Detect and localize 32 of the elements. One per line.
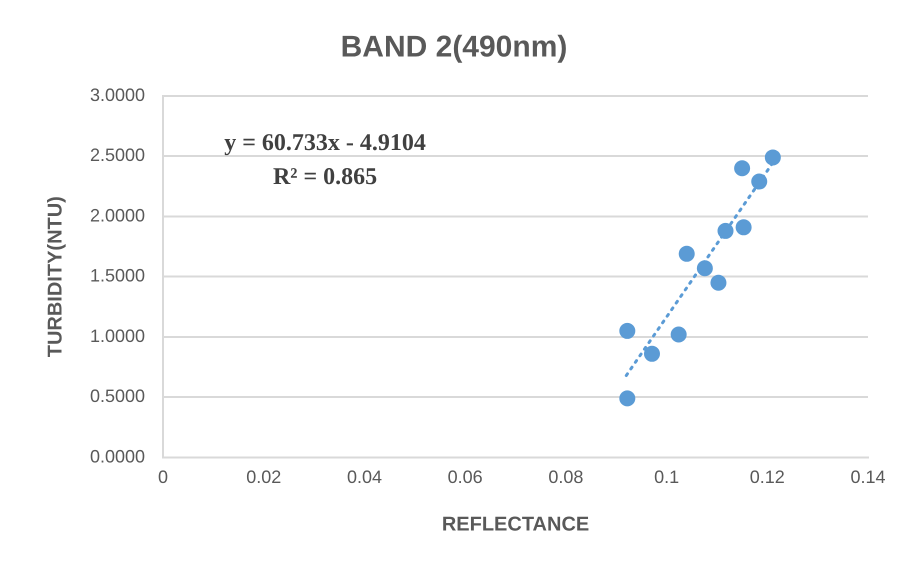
y-tick-label: 3.0000 [90,84,146,105]
point [670,326,687,343]
y-tick-label: 2.5000 [90,145,146,166]
y-axis-title: TURBIDITY(NTU) [44,196,67,358]
point [644,346,660,362]
y-tick-label: 1.5000 [90,266,146,286]
x-tick-label: 0.1 [654,467,680,488]
point [619,322,636,339]
annotation: y = 60.733x - 4.9104 [224,130,426,156]
y-tick-label: 0.5000 [90,386,146,406]
point [736,219,752,236]
x-tick-label: 0 [158,467,168,488]
point [751,174,768,190]
x-tick-label: 0.12 [750,467,785,488]
x-tick-label: 0.14 [850,467,886,488]
y-tick-label: 1.0000 [90,326,146,346]
x-axis-title: REFLECTANCE [442,514,590,536]
x-tick-label: 0.08 [548,467,584,488]
point [710,274,726,291]
point [718,222,734,239]
point [764,149,781,166]
x-tick-label: 0.02 [246,467,282,488]
point [678,246,695,262]
y-tick-label: 2.0000 [90,205,146,226]
point [734,160,750,176]
x-tick-label: 0.04 [346,467,382,488]
chart-title: BAND 2(490nm) [340,30,568,64]
y-tick-label: 0.0000 [90,446,146,466]
point [619,390,636,406]
point [696,260,713,276]
annotation: R² = 0.865 [272,164,378,190]
x-tick-label: 0.06 [448,467,483,488]
